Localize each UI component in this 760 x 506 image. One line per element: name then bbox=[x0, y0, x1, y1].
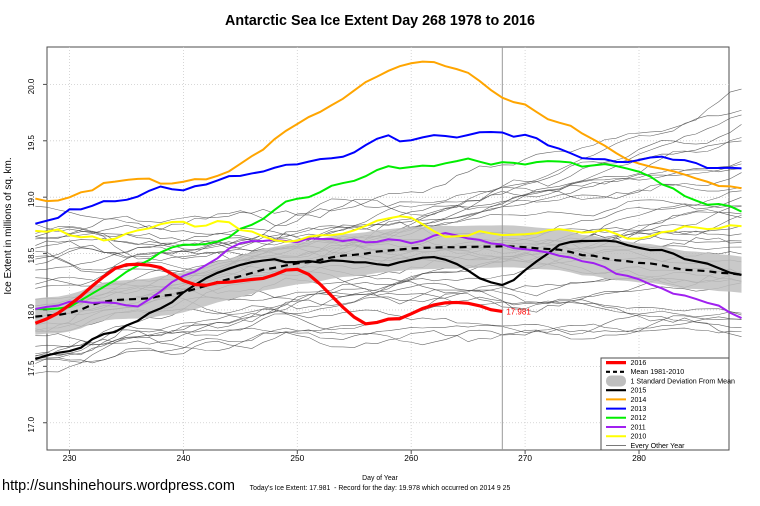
svg-text:19.0: 19.0 bbox=[27, 191, 36, 207]
svg-text:2014: 2014 bbox=[631, 396, 647, 404]
svg-text:2010: 2010 bbox=[631, 433, 647, 441]
svg-text:Mean 1981-2010: Mean 1981-2010 bbox=[631, 368, 685, 376]
svg-text:18.0: 18.0 bbox=[27, 304, 36, 320]
svg-text:2011: 2011 bbox=[631, 423, 646, 431]
svg-text:230: 230 bbox=[63, 453, 77, 463]
svg-text:2013: 2013 bbox=[631, 405, 647, 413]
svg-text:270: 270 bbox=[518, 453, 532, 463]
svg-text:17.981: 17.981 bbox=[506, 307, 531, 316]
svg-text:260: 260 bbox=[404, 453, 418, 463]
svg-text:18.5: 18.5 bbox=[27, 247, 36, 263]
svg-text:17.0: 17.0 bbox=[27, 416, 36, 432]
svg-text:1 Standard Deviation From Mean: 1 Standard Deviation From Mean bbox=[631, 377, 736, 385]
svg-text:250: 250 bbox=[290, 453, 304, 463]
svg-text:2012: 2012 bbox=[631, 414, 647, 422]
svg-text:2015: 2015 bbox=[631, 387, 647, 395]
svg-text:Every Other Year: Every Other Year bbox=[631, 442, 686, 450]
svg-text:280: 280 bbox=[632, 453, 646, 463]
svg-text:17.5: 17.5 bbox=[27, 360, 36, 376]
svg-text:19.5: 19.5 bbox=[27, 134, 36, 150]
svg-text:2016: 2016 bbox=[631, 359, 647, 367]
svg-text:240: 240 bbox=[176, 453, 190, 463]
svg-text:20.0: 20.0 bbox=[27, 78, 36, 94]
